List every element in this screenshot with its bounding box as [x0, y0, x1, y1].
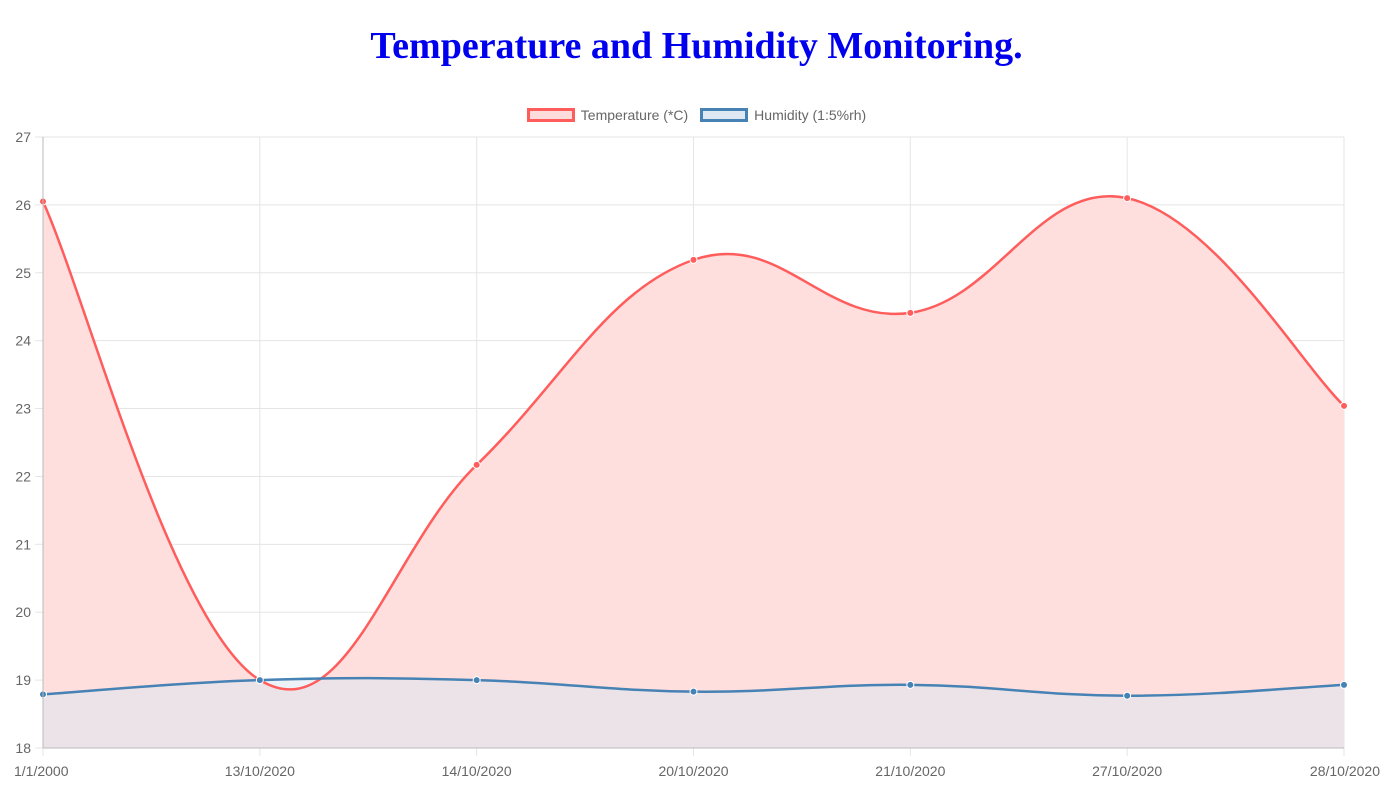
data-point-humidity	[1123, 691, 1132, 700]
y-tick-label: 19	[15, 672, 31, 688]
y-tick-label: 26	[15, 197, 31, 213]
x-tick-label: 27/10/2020	[1092, 763, 1162, 779]
data-point-humidity	[689, 687, 698, 696]
x-tick-label: 13/10/2020	[225, 763, 295, 779]
y-tick-label: 24	[15, 333, 31, 349]
data-point-humidity	[472, 676, 481, 685]
legend-label-temperature: Temperature (*C)	[580, 107, 689, 123]
data-point-temperature	[906, 308, 915, 317]
x-tick-label: 21/10/2020	[875, 763, 945, 779]
y-tick-label: 25	[15, 265, 31, 281]
legend-swatch-humidity	[700, 108, 749, 122]
y-tick-label: 22	[15, 468, 31, 484]
y-tick-label: 18	[15, 740, 31, 756]
y-tick-label: 21	[15, 536, 31, 552]
data-point-temperature	[472, 460, 481, 469]
data-point-humidity	[255, 676, 264, 685]
x-tick-label: 20/10/2020	[658, 763, 728, 779]
legend-item-humidity[interactable]: Humidity (1:5%rh)	[700, 107, 866, 123]
data-point-temperature	[689, 255, 698, 264]
x-tick-label: 1/1/2000	[14, 763, 69, 779]
data-point-temperature	[1340, 401, 1348, 410]
y-tick-label: 20	[15, 604, 31, 620]
series-area-humidity	[43, 678, 1344, 748]
data-point-humidity	[1340, 680, 1348, 689]
legend-label-humidity: Humidity (1:5%rh)	[754, 107, 867, 123]
y-tick-label: 27	[15, 129, 31, 145]
axis-layer: 18 19 20 21 22 23 24 25 26 27 1/1/2000 13/10/2020 14…	[14, 129, 1380, 779]
data-point-temperature	[1123, 194, 1132, 203]
y-tick-label: 23	[15, 401, 31, 417]
legend-swatch-temperature	[526, 108, 575, 122]
series-layer	[39, 194, 1348, 748]
chart-legend: Temperature (*C) Humidity (1:5%rh)	[0, 107, 1393, 123]
chart-title: Temperature and Humidity Monitoring.	[370, 25, 1023, 67]
legend-item-temperature[interactable]: Temperature (*C)	[526, 107, 689, 123]
series-line-temperature	[41, 195, 1345, 691]
x-tick-label: 14/10/2020	[442, 763, 512, 779]
x-tick-label: 28/10/2020	[1310, 763, 1380, 779]
series-area-temperature	[43, 196, 1344, 748]
data-point-humidity	[906, 680, 915, 689]
